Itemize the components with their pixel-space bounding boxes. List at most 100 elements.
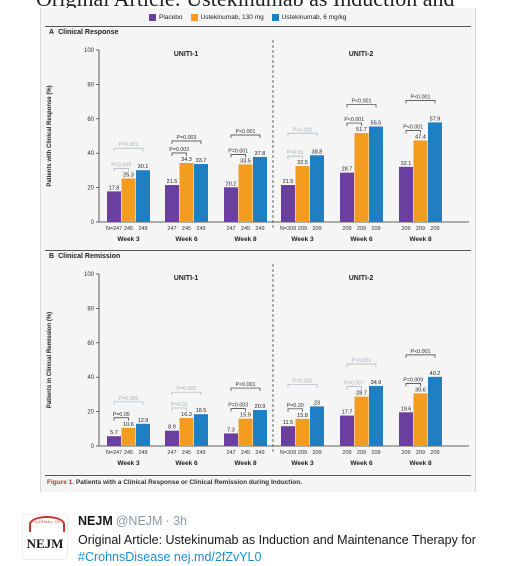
n-label: 249 (196, 450, 205, 456)
week-label: Week 6 (350, 236, 373, 243)
bar (136, 423, 150, 446)
avatar-logo-text: NEJM (26, 536, 64, 551)
n-label: 209 (312, 226, 321, 232)
p-bracket (171, 391, 202, 396)
week-label: Week 8 (234, 460, 257, 467)
p-value-label: P<0.001 (411, 94, 431, 100)
panel-a-title: A Clinical Response (49, 29, 118, 36)
n-label: N=209 (280, 450, 296, 456)
tweet-timestamp[interactable]: · 3h (165, 514, 187, 528)
n-label: 209 (416, 226, 425, 232)
bar (165, 185, 179, 222)
n-label: 249 (138, 450, 147, 456)
bar (281, 185, 295, 222)
legend-swatch (271, 13, 279, 21)
n-label: 249 (138, 226, 147, 232)
n-label: 209 (298, 226, 307, 232)
n-label: 209 (312, 450, 321, 456)
n-label: 209 (371, 226, 380, 232)
tweet[interactable]: JOURNAL OF NEJM NEJM @NEJM · 3h Original A… (0, 500, 518, 566)
data-label: 10.6 (123, 422, 134, 428)
data-label: 20.2 (226, 181, 237, 187)
p-bracket (171, 407, 187, 411)
avatar-seal-icon (29, 516, 65, 532)
p-value-label: P=0.005 (119, 396, 139, 402)
p-value-label: P=0.002 (293, 378, 313, 384)
data-label: 40.2 (430, 371, 441, 377)
p-bracket (405, 354, 436, 358)
bar (121, 427, 136, 446)
data-label: 37.8 (255, 151, 266, 157)
data-label: 7.3 (227, 427, 235, 433)
data-label: 16.3 (181, 412, 192, 418)
p-value-label: P<0.001 (352, 358, 372, 364)
p-value-label: P<0.001 (293, 127, 313, 133)
panel-letter: A (49, 29, 55, 36)
p-bracket (113, 417, 129, 421)
p-bracket (230, 154, 246, 158)
n-label: 209 (430, 226, 439, 232)
data-label: 30.1 (138, 164, 149, 170)
data-label: 34.9 (371, 380, 382, 386)
p-value-label: P=0.20 (287, 403, 304, 409)
p-value-label: P<0.001 (344, 117, 364, 123)
week-label: Week 3 (291, 460, 314, 467)
legend-item-130mg: Ustekinumab, 130 mg (190, 13, 264, 21)
y-tick-label: 20 (87, 186, 94, 192)
panel-b-title: B Clinical Remission (49, 253, 120, 260)
p-bracket (405, 130, 421, 134)
bar (238, 418, 253, 446)
n-label: 209 (401, 226, 410, 232)
bar (399, 166, 413, 222)
p-bracket (287, 384, 318, 388)
data-label: 18.5 (196, 408, 207, 414)
week-label: Week 3 (117, 460, 140, 467)
n-label: 249 (255, 226, 264, 232)
p-value-label: P<0.001 (236, 382, 256, 388)
tweet-author-name[interactable]: NEJM (78, 514, 113, 528)
trial-label: UNITI-1 (174, 51, 199, 58)
bar (413, 393, 428, 446)
n-label: 247 (226, 450, 235, 456)
p-value-label: P<0.001 (352, 99, 372, 105)
n-label: 209 (342, 226, 351, 232)
y-tick-label: 60 (87, 341, 94, 347)
p-value-label: P=0.002 (177, 386, 197, 392)
week-label: Week 8 (409, 236, 432, 243)
n-label: 209 (298, 450, 307, 456)
hashtag-link[interactable]: #CrohnsDisease (78, 550, 171, 564)
bar (354, 396, 369, 446)
bar (179, 417, 194, 446)
y-tick-label: 80 (87, 306, 94, 312)
p-bracket (405, 383, 421, 387)
data-label: 21.5 (283, 179, 294, 185)
y-tick-label: 40 (87, 375, 94, 381)
figure-image[interactable]: Placebo Ustekinumab, 130 mg Ustekinumab,… (40, 8, 476, 492)
n-label: 249 (255, 450, 264, 456)
n-label: 209 (357, 450, 366, 456)
bar (399, 412, 413, 446)
legend-item-placebo: Placebo (149, 13, 183, 21)
nejm-avatar[interactable]: JOURNAL OF NEJM (22, 514, 68, 560)
legend-label: Placebo (159, 13, 183, 21)
p-bracket (113, 401, 144, 405)
caption-text: Patients with a Clinical Response or Cli… (75, 479, 302, 486)
p-bracket (171, 140, 202, 145)
data-label: 15.9 (240, 413, 251, 419)
n-label: 209 (401, 450, 410, 456)
data-label: 51.7 (356, 127, 367, 133)
n-label: 209 (342, 450, 351, 456)
n-label: 247 (167, 226, 176, 232)
y-tick-label: 0 (91, 220, 95, 226)
y-tick-label: 60 (87, 117, 94, 123)
p-bracket (230, 408, 246, 412)
data-label: 8.9 (168, 425, 176, 431)
trial-label: UNITI-2 (349, 275, 374, 282)
legend-swatch (149, 13, 156, 21)
panel-a-top-rule (45, 26, 471, 27)
trial-label: UNITI-2 (349, 51, 374, 58)
article-link[interactable]: nej.md/2fZvYL0 (173, 550, 262, 564)
clinical-remission-chart: 0 20 40 60 80 100 Patients in Clinical Remissi… (47, 264, 469, 467)
data-label: 34.3 (181, 157, 192, 163)
tweet-author-handle[interactable]: @NEJM (115, 514, 163, 528)
